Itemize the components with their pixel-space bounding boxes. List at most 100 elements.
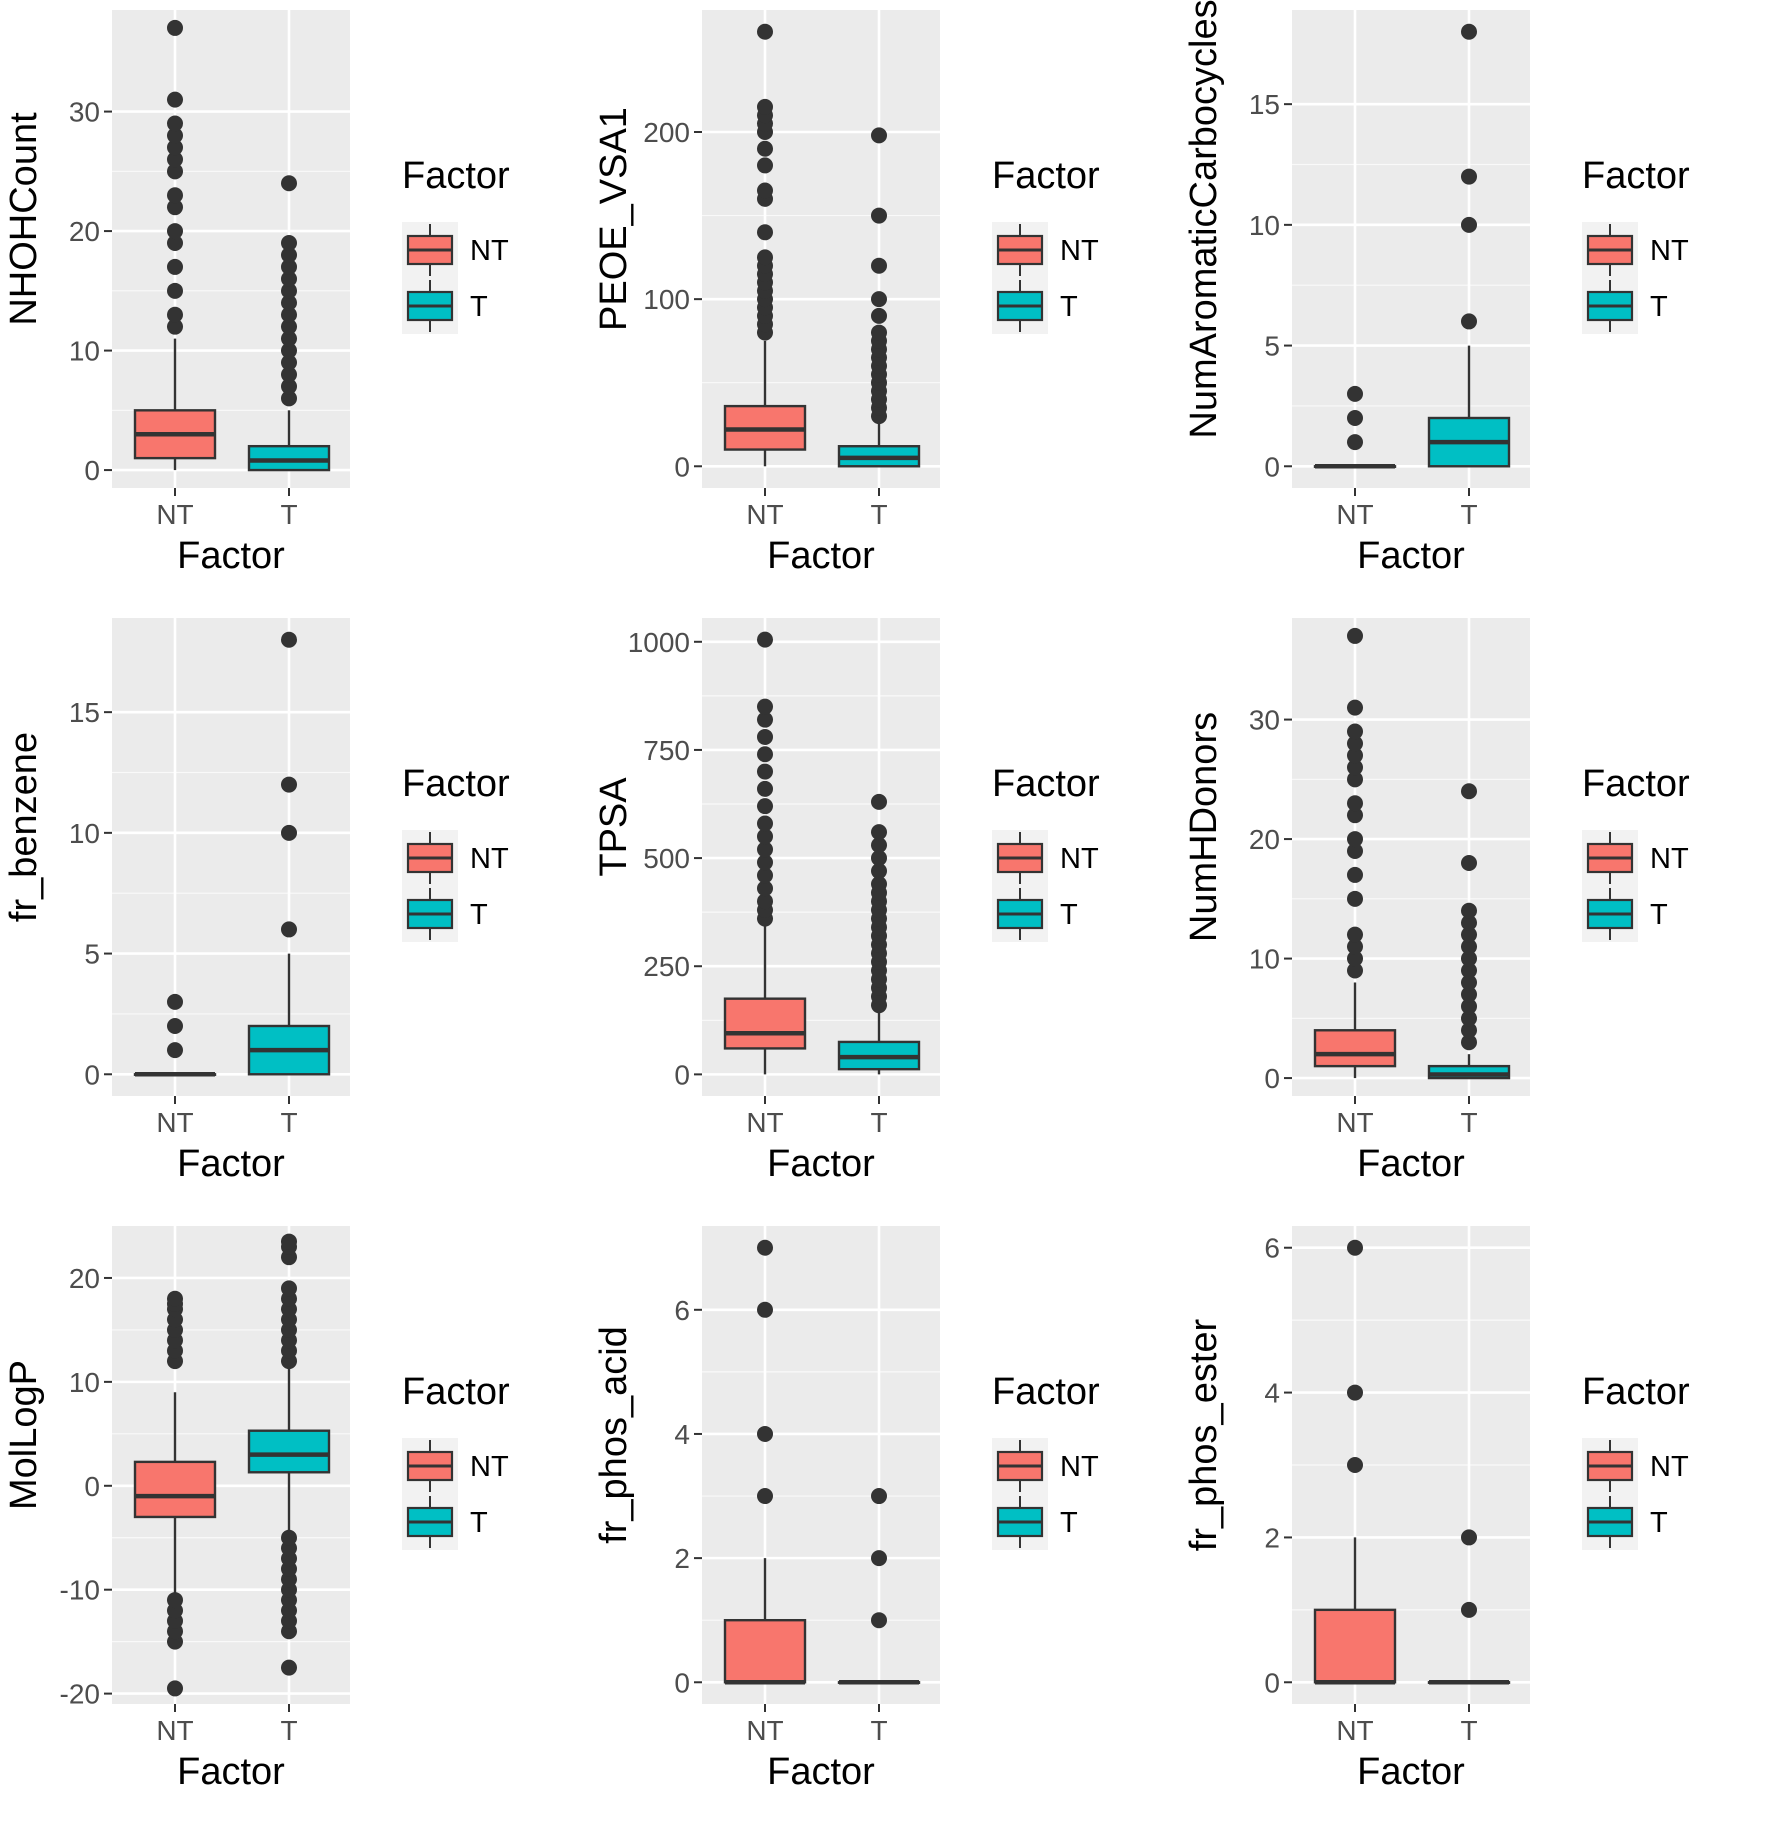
box-nt [133, 993, 217, 1077]
outlier-point [167, 1592, 183, 1609]
y-tick-label: 0 [84, 455, 100, 486]
outlier-point [757, 140, 773, 157]
y-axis-title: NumAromaticCarbocycles [1183, 0, 1225, 439]
outlier-point [871, 1612, 887, 1629]
box-t [247, 1233, 331, 1676]
outlier-point [1347, 1384, 1363, 1401]
x-tick-label: T [870, 1715, 887, 1746]
outlier-point [1347, 627, 1363, 644]
legend-title: Factor [992, 763, 1100, 805]
outlier-point [1461, 998, 1477, 1015]
box-t [837, 127, 921, 468]
y-tick-label: 0 [84, 1471, 100, 1502]
boxplot-panel-fr-benzene: 0 5 10 15 NT T Factor fr_benzene Factor NT T [0, 608, 590, 1216]
legend-title: Factor [1582, 763, 1690, 805]
outlier-point [1347, 890, 1363, 907]
legend: Factor NT T [992, 155, 1100, 334]
y-axis-title: fr_phos_acid [593, 1326, 635, 1544]
legend-label: NT [1650, 235, 1689, 267]
outlier-point [757, 867, 773, 884]
box-nt [723, 23, 807, 467]
outlier-point [757, 23, 773, 40]
boxplot-panel-tpsa: 0 250 500 750 1000 NT T Factor TPSA Factor NT T [590, 608, 1180, 1216]
outlier-point [871, 1488, 887, 1505]
outlier-point [167, 258, 183, 275]
x-axis-title: Factor [767, 1751, 875, 1793]
outlier-point [167, 151, 183, 168]
outlier-point [757, 698, 773, 715]
box-iqr [1427, 1064, 1511, 1080]
boxplot-panel-fr-phos-ester: 0 2 4 6 NT T Factor fr_phos_ester Factor NT T [1180, 1216, 1770, 1824]
boxplot-svg: 0 100 200 NT T Factor PEOE_VSA1 Factor NT T [593, 10, 1100, 577]
y-tick-label: 6 [674, 1295, 690, 1326]
box-t [247, 631, 331, 1076]
boxplot-panel-numaromaticcarbocycles: 0 5 10 15 NT T Factor NumAromaticCarbocycles Fac… [1180, 0, 1770, 608]
outlier-point [1461, 986, 1477, 1003]
box-nt [1313, 385, 1397, 469]
outlier-point [281, 306, 297, 323]
x-tick-label: T [1460, 1107, 1477, 1138]
outlier-point [167, 127, 183, 144]
box-iqr [133, 1460, 217, 1519]
box-t [837, 793, 921, 1075]
outlier-point [1461, 313, 1477, 330]
x-tick-label: T [280, 1715, 297, 1746]
outlier-point [167, 993, 183, 1010]
outlier-point [871, 837, 887, 854]
outlier-point [281, 1280, 297, 1297]
outlier-point [757, 249, 773, 266]
legend-label: NT [1060, 843, 1099, 875]
outlier-point [281, 330, 297, 347]
x-tick-label: T [870, 1107, 887, 1138]
y-tick-label: 2 [674, 1543, 690, 1574]
y-axis-title: fr_phos_ester [1183, 1318, 1225, 1551]
outlier-point [167, 19, 183, 36]
outlier-point [281, 175, 297, 192]
x-axis-title: Factor [1357, 535, 1465, 577]
y-tick-label: 4 [674, 1419, 690, 1450]
legend-title: Factor [402, 155, 510, 197]
x-axis-title: Factor [177, 535, 285, 577]
box-nt [723, 631, 807, 1075]
legend-title: Factor [992, 1371, 1100, 1413]
outlier-point [167, 306, 183, 323]
legend-title: Factor [1582, 1371, 1690, 1413]
outlier-point [757, 182, 773, 199]
outlier-point [757, 631, 773, 648]
box-iqr [1313, 1608, 1397, 1684]
legend-title: Factor [992, 155, 1100, 197]
outlier-point [1347, 938, 1363, 955]
outlier-point [871, 876, 887, 893]
boxplot-svg: 0 10 20 30 NT T Factor NHOHCount Factor NT T [3, 10, 510, 577]
x-axis-title: Factor [177, 1751, 285, 1793]
outlier-point [1347, 1457, 1363, 1473]
boxplot-panel-fr-phos-acid: 0 2 4 6 NT T Factor fr_phos_acid Factor NT T [590, 1216, 1180, 1824]
outlier-point [281, 824, 297, 841]
outlier-point [167, 163, 183, 180]
outlier-point [1347, 699, 1363, 716]
y-tick-label: 15 [69, 697, 100, 728]
box-t [247, 175, 331, 472]
outlier-point [757, 880, 773, 897]
x-tick-label: NT [156, 1715, 193, 1746]
outlier-point [871, 127, 887, 144]
outlier-point [757, 1301, 773, 1318]
outlier-point [1347, 723, 1363, 740]
y-axis-title: PEOE_VSA1 [593, 107, 635, 331]
outlier-point [1461, 926, 1477, 943]
legend-label: T [470, 291, 488, 323]
boxplot-panel-mollogp: -20 -10 0 10 20 NT T Factor MolLogP Factor NT T [0, 1216, 590, 1824]
legend-label: T [470, 1507, 488, 1539]
outlier-point [1461, 23, 1477, 40]
outlier-point [757, 711, 773, 728]
outlier-point [757, 746, 773, 763]
outlier-point [281, 258, 297, 275]
outlier-point [1461, 1529, 1477, 1546]
legend-label: T [1650, 291, 1668, 323]
outlier-point [281, 921, 297, 938]
outlier-point [281, 1659, 297, 1676]
outlier-point [167, 282, 183, 299]
y-tick-label: 0 [1264, 1063, 1280, 1094]
outlier-point [1461, 783, 1477, 800]
